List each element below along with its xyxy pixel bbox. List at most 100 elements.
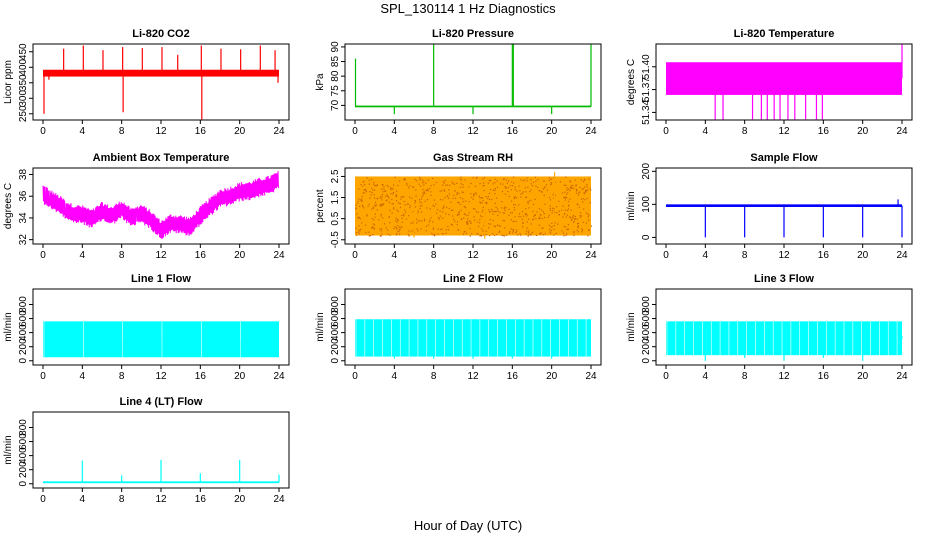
- series-point: [445, 184, 447, 186]
- series-point: [539, 213, 541, 216]
- series-point: [456, 193, 458, 196]
- series-point: [385, 195, 387, 198]
- x-tick-label: 8: [119, 250, 125, 261]
- y-tick-label: 0: [18, 481, 29, 487]
- series-point: [391, 187, 393, 189]
- series-point: [568, 188, 570, 190]
- series-point: [526, 230, 528, 232]
- series-point: [422, 179, 424, 181]
- series-point: [550, 229, 553, 232]
- series-point: [372, 206, 375, 208]
- series-point: [538, 217, 540, 220]
- series-point: [415, 180, 418, 182]
- series-point: [385, 227, 387, 229]
- series-point: [482, 178, 484, 180]
- series-band: [355, 176, 591, 236]
- x-tick-label: 8: [431, 126, 437, 137]
- x-tick-label: 24: [273, 494, 285, 505]
- series-point: [373, 181, 375, 183]
- series-point: [544, 233, 546, 235]
- series-point: [526, 215, 528, 217]
- series-point: [451, 181, 453, 183]
- series-point: [358, 232, 360, 235]
- series-point: [444, 190, 446, 192]
- series-point: [522, 226, 524, 228]
- series-point: [513, 196, 515, 199]
- series-point: [379, 196, 381, 198]
- series-point: [499, 211, 501, 214]
- x-tick-label: 24: [896, 250, 908, 261]
- series-point: [473, 219, 476, 221]
- series-point: [501, 207, 503, 209]
- x-tick-label: 8: [431, 250, 437, 261]
- series-point: [494, 181, 496, 184]
- series-point: [571, 218, 573, 220]
- series-point: [396, 228, 398, 230]
- series-point: [445, 232, 447, 235]
- y-tick-label: 0: [330, 358, 341, 364]
- y-tick-label: 800: [18, 296, 29, 313]
- series-point: [472, 177, 474, 179]
- series-point: [586, 197, 588, 200]
- series-point: [485, 202, 487, 204]
- series-point: [515, 231, 518, 233]
- series-point: [420, 228, 422, 230]
- series-point: [511, 181, 513, 183]
- series-point: [419, 220, 421, 222]
- series-point: [564, 197, 566, 199]
- series-point: [382, 184, 384, 186]
- series-point: [390, 193, 392, 195]
- series-point: [589, 187, 591, 189]
- series-point: [370, 178, 373, 181]
- series-point: [475, 211, 478, 213]
- data-layer: [666, 199, 903, 238]
- panel-5: Gas Stream RH 0 4 8 12 16 20 24 -0.5 0.5 1.5 2.5 per…: [315, 152, 602, 261]
- series-point: [397, 225, 399, 227]
- series-point: [414, 200, 417, 202]
- series-point: [510, 200, 513, 202]
- series-point: [395, 194, 397, 196]
- series-point: [575, 185, 577, 187]
- series-point: [530, 179, 532, 181]
- series-point: [406, 183, 408, 185]
- series-point: [563, 184, 566, 186]
- series-point: [371, 227, 373, 229]
- series-point: [452, 215, 454, 217]
- series-point: [361, 200, 363, 203]
- series-point: [470, 193, 472, 195]
- series-point: [415, 189, 417, 191]
- series-point: [582, 198, 584, 200]
- series-point: [361, 204, 364, 206]
- series-point: [380, 203, 382, 205]
- series-point: [551, 209, 554, 212]
- series-point: [537, 186, 539, 189]
- series-point: [569, 217, 571, 219]
- series-point: [392, 188, 394, 190]
- series-point: [439, 190, 441, 192]
- series-point: [465, 207, 467, 209]
- series-point: [481, 211, 483, 213]
- series-point: [480, 202, 482, 204]
- series-point: [527, 231, 530, 234]
- series-point: [428, 221, 430, 223]
- series-point: [370, 227, 373, 229]
- x-tick-label: 4: [80, 250, 86, 261]
- series-point: [483, 176, 486, 179]
- series-point: [488, 223, 490, 225]
- series-point: [483, 189, 485, 192]
- series-point: [370, 194, 372, 196]
- series-point: [535, 185, 537, 187]
- series-point: [461, 191, 463, 193]
- series-point: [433, 184, 435, 186]
- series-point: [575, 192, 578, 194]
- series-point: [386, 184, 388, 186]
- series-point: [526, 177, 528, 179]
- y-tick-label: 2.5: [330, 169, 341, 183]
- series-point: [470, 182, 472, 185]
- series-point: [505, 179, 508, 181]
- series-point: [424, 220, 426, 222]
- series-point: [580, 179, 582, 181]
- series-point: [464, 231, 466, 233]
- series-point: [554, 181, 556, 183]
